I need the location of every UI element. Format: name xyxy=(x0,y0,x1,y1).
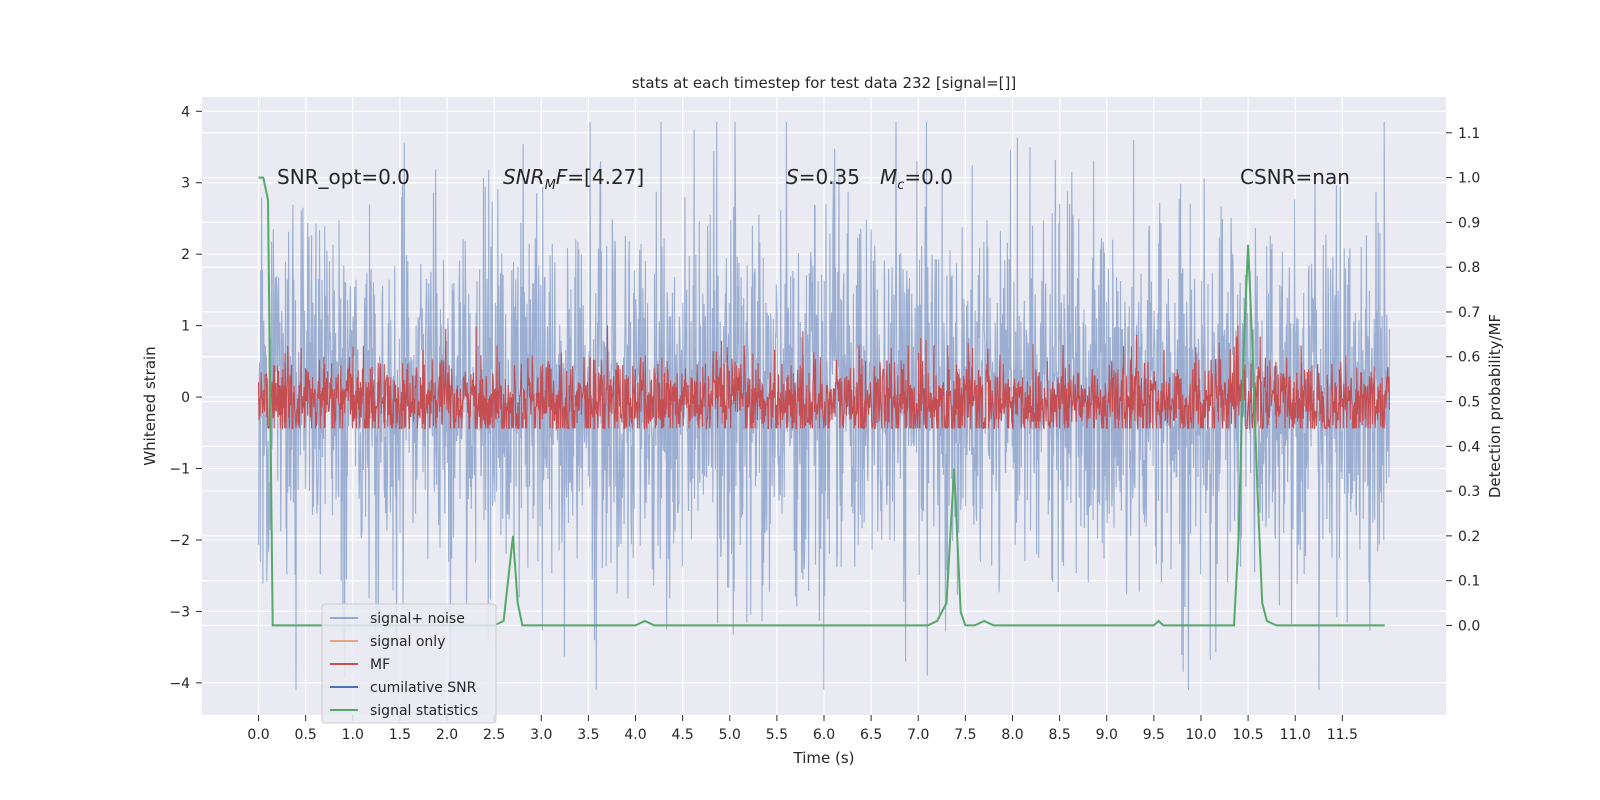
y-right-tick-label: 1.1 xyxy=(1458,126,1480,142)
series-mf-line xyxy=(257,325,1391,431)
y-axis-label: Whitened strain xyxy=(141,346,159,465)
annotation-mc-value: =0.0 xyxy=(904,165,953,189)
legend-label-mf: MF xyxy=(370,657,390,673)
annotation-s-value: =0.35 xyxy=(799,165,860,189)
annotation-mc: Mc=0.0 xyxy=(880,165,953,193)
y-right-tick-label: 0.6 xyxy=(1458,350,1480,366)
y-tick-label: 3 xyxy=(181,176,190,192)
y-tick-label: −1 xyxy=(169,462,190,478)
x-tick-label: 7.5 xyxy=(954,727,976,743)
annotation-s: S=0.35 xyxy=(786,165,860,189)
x-tick-label: 9.5 xyxy=(1143,727,1165,743)
legend-label-cumulative-snr: cumilative SNR xyxy=(370,680,477,696)
x-tick-label: 8.5 xyxy=(1048,727,1070,743)
legend: signal+ noise signal only MF cumilative … xyxy=(321,603,497,724)
y-right-tick-label: 0.3 xyxy=(1458,484,1480,500)
y-tick-label: −4 xyxy=(169,676,190,692)
y-tick-label: −2 xyxy=(169,533,190,549)
x-tick-label: 11.0 xyxy=(1280,727,1311,743)
x-tick-label: 1.5 xyxy=(389,727,411,743)
annotation-mc-sub: c xyxy=(897,178,904,193)
annotation-snr-mf-value: =[4.27] xyxy=(567,165,644,189)
legend-box xyxy=(321,603,497,724)
annotation-csnr: CSNR=nan xyxy=(1240,165,1350,189)
x-tick-label: 10.5 xyxy=(1233,727,1264,743)
x-tick-label: 9.0 xyxy=(1096,727,1118,743)
y-tick-label: 1 xyxy=(181,319,190,335)
axes: 0.0 0.5 1.0 1.5 2.0 2.5 3.0 3.5 4.0 4.5 5.0 5.5 6.0 6… xyxy=(169,104,1480,743)
annotation-snr-mf-main: SNR xyxy=(503,165,545,189)
x-axis-label: Time (s) xyxy=(793,749,855,767)
x-tick-label: 3.5 xyxy=(577,727,599,743)
y-tick-label: −3 xyxy=(169,604,190,620)
y-tick-label: 2 xyxy=(181,247,190,263)
y-right-tick-label: 0.4 xyxy=(1458,439,1480,455)
series-layer xyxy=(257,121,1391,691)
x-tick-label: 1.0 xyxy=(342,727,364,743)
x-tick-label: 4.5 xyxy=(672,727,694,743)
x-tick-label: 4.0 xyxy=(624,727,646,743)
chart-title: stats at each timestep for test data 232… xyxy=(632,74,1017,92)
x-tick-label: 5.0 xyxy=(719,727,741,743)
x-tick-label: 5.5 xyxy=(766,727,788,743)
y-right-tick-label: 0.5 xyxy=(1458,395,1480,411)
series-signal-noise-line xyxy=(257,121,1391,691)
x-tick-label: 0.5 xyxy=(295,727,317,743)
x-tick-label: 6.5 xyxy=(860,727,882,743)
y-tick-label: 4 xyxy=(181,104,190,120)
y-right-tick-label: 0.2 xyxy=(1458,529,1480,545)
y-right-tick-label: 0.0 xyxy=(1458,618,1480,634)
annotation-snr-mf-sub: M xyxy=(545,178,556,193)
legend-label-signal-only: signal only xyxy=(370,634,445,650)
series-signal-statistics-line xyxy=(258,176,1385,627)
legend-label-signal-statistics: signal statistics xyxy=(370,703,478,719)
x-tick-label: 7.0 xyxy=(907,727,929,743)
x-tick-label: 10.0 xyxy=(1185,727,1216,743)
x-tick-label: 11.5 xyxy=(1327,727,1358,743)
x-tick-label: 2.0 xyxy=(436,727,458,743)
annotation-s-label: S xyxy=(786,165,799,189)
y-axis-right-label: Detection probability/MF xyxy=(1486,314,1504,498)
y-right-tick-label: 0.9 xyxy=(1458,215,1480,231)
x-tick-label: 8.0 xyxy=(1001,727,1023,743)
y-right-tick-label: 0.1 xyxy=(1458,574,1480,590)
annotation-snr-mf-rest: F xyxy=(556,165,568,189)
x-tick-label: 0.0 xyxy=(247,727,269,743)
x-tick-label: 3.0 xyxy=(530,727,552,743)
y-tick-label: 0 xyxy=(181,390,190,406)
legend-label-signal-noise: signal+ noise xyxy=(370,611,465,627)
y-right-tick-label: 0.7 xyxy=(1458,305,1480,321)
annotation-snr-opt: SNR_opt=0.0 xyxy=(277,165,410,189)
y-right-tick-label: 1.0 xyxy=(1458,171,1480,187)
y-right-tick-label: 0.8 xyxy=(1458,260,1480,276)
x-tick-label: 6.0 xyxy=(813,727,835,743)
annotation-snr-mf: SNRMF=[4.27] xyxy=(503,165,644,193)
annotation-mc-label: M xyxy=(880,165,897,189)
x-tick-label: 2.5 xyxy=(483,727,505,743)
